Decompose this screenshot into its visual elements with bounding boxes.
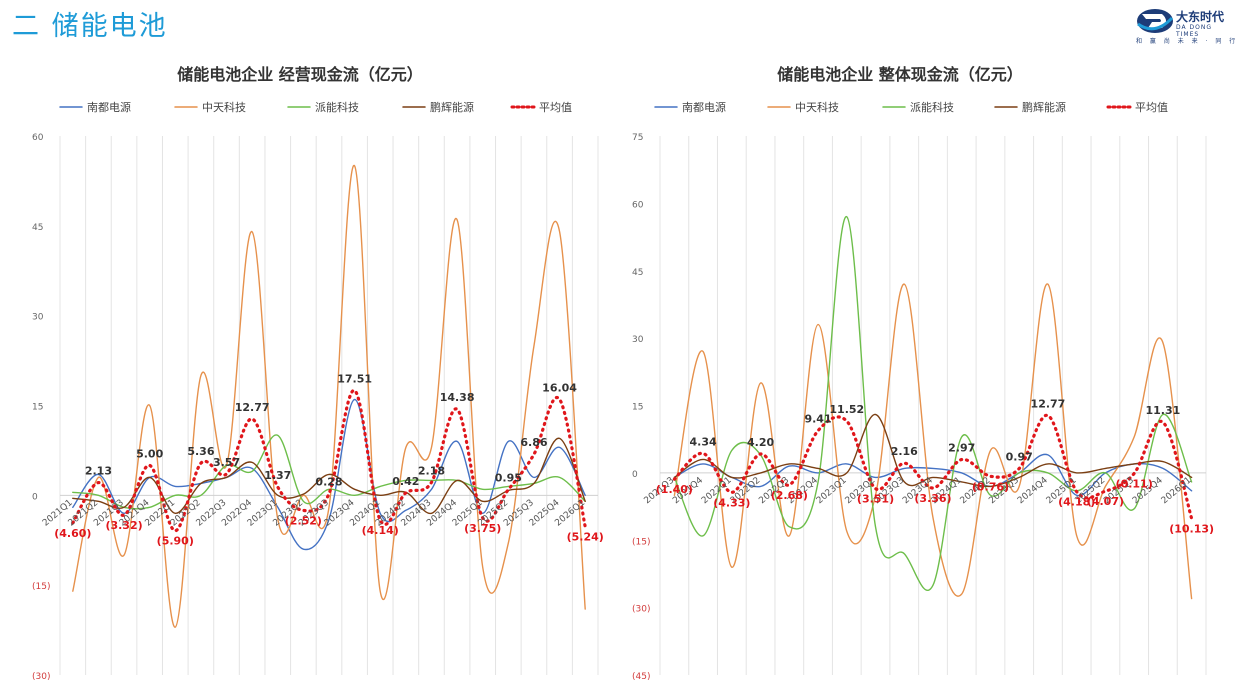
data-label: 17.51 xyxy=(337,372,372,385)
data-label: 6.86 xyxy=(520,436,547,449)
y-tick-label: (45) xyxy=(632,672,650,682)
data-label: (4.07) xyxy=(1087,495,1124,508)
y-tick-label: (15) xyxy=(632,537,650,547)
y-tick-label: (30) xyxy=(632,605,650,615)
legend-label: 派能科技 xyxy=(315,100,359,114)
series-line-鹏辉能源 xyxy=(72,437,586,515)
y-tick-label: 60 xyxy=(32,133,44,143)
data-label: 11.52 xyxy=(829,403,864,416)
y-tick-label: 0 xyxy=(632,470,638,480)
y-tick-label: 60 xyxy=(632,200,644,210)
operating-cashflow-chart: 储能电池企业 经营现金流（亿元） 南都电源 中天科技 派能科技 鹏辉能源 平均值 60 45 3… xyxy=(32,65,604,682)
page-title: 二 储能电池 xyxy=(12,11,168,42)
data-label: (2.52) xyxy=(285,514,322,527)
chart-title: 储能电池企业 整体现金流（亿元） xyxy=(776,65,1023,84)
data-label: (3.32) xyxy=(105,519,142,532)
logo-slogan: 和 赢 尚 未 来 · 同 行 xyxy=(1136,38,1239,45)
data-label: 12.77 xyxy=(235,401,270,414)
data-label: 0.97 xyxy=(1006,451,1033,464)
y-tick-label: 45 xyxy=(32,223,43,233)
data-label: 14.38 xyxy=(440,391,475,404)
legend-label: 中天科技 xyxy=(795,100,839,114)
data-label: (4.14) xyxy=(362,524,399,537)
data-label: 0.28 xyxy=(315,476,342,489)
legend-label: 鹏辉能源 xyxy=(430,100,474,114)
x-tick-label: 2023Q1 xyxy=(815,476,849,507)
data-label: 11.31 xyxy=(1145,404,1180,417)
data-label: 0.95 xyxy=(495,472,522,485)
data-label: (4.18) xyxy=(1058,496,1095,509)
data-label: (0.76) xyxy=(972,480,1009,493)
company-logo: 大东时代 DA DONG TIMES 和 赢 尚 未 来 · 同 行 xyxy=(1136,4,1235,48)
logo-mark-icon xyxy=(1137,9,1174,33)
logo-name: 大东时代 xyxy=(1176,10,1225,24)
data-label: (3.75) xyxy=(464,522,501,535)
y-tick-label: 15 xyxy=(32,403,43,413)
y-tick-label: 30 xyxy=(32,313,44,323)
legend-label: 派能科技 xyxy=(910,100,954,114)
y-tick-label: 15 xyxy=(632,403,643,413)
data-label: 12.77 xyxy=(1031,398,1066,411)
data-label: (4.60) xyxy=(54,527,91,540)
data-label: (3.51) xyxy=(857,493,894,506)
logo-en: DA DONG TIMES xyxy=(1176,24,1213,38)
legend-label: 平均值 xyxy=(1135,101,1168,114)
data-label: 2.18 xyxy=(418,464,445,477)
data-label: 5.00 xyxy=(136,447,163,460)
data-label: 1.37 xyxy=(264,469,291,482)
legend-label: 南都电源 xyxy=(87,100,131,114)
series-line-派能科技 xyxy=(673,216,1193,591)
data-label: 0.42 xyxy=(392,475,419,488)
chart-title: 储能电池企业 经营现金流（亿元） xyxy=(176,65,423,84)
data-label: (3.36) xyxy=(914,492,951,505)
legend-label: 南都电源 xyxy=(682,100,726,114)
data-label: 2.16 xyxy=(891,445,918,458)
total-cashflow-chart: 储能电池企业 整体现金流（亿元） 南都电源 中天科技 派能科技 鹏辉能源 平均值 75 60 4… xyxy=(632,65,1214,682)
data-label: (5.90) xyxy=(157,535,194,548)
y-tick-label: (15) xyxy=(32,582,50,592)
series-line-中天科技 xyxy=(72,165,586,628)
data-label: 2.97 xyxy=(948,442,975,455)
series-line-average xyxy=(71,388,587,533)
data-label: 5.36 xyxy=(187,445,214,458)
data-label: 3.57 xyxy=(213,456,240,469)
data-label: (10.13) xyxy=(1169,522,1214,535)
legend-label: 中天科技 xyxy=(202,100,246,114)
y-tick-label: 30 xyxy=(632,335,644,345)
y-tick-label: (30) xyxy=(32,672,50,682)
legend-label: 鹏辉能源 xyxy=(1022,100,1066,114)
data-label: 16.04 xyxy=(542,381,577,394)
data-label: (4.33) xyxy=(713,496,750,509)
series-line-鹏辉能源 xyxy=(673,413,1193,488)
data-label: (2.68) xyxy=(771,489,808,502)
series-line-中天科技 xyxy=(673,283,1193,600)
data-label: 4.34 xyxy=(690,435,717,448)
data-label: (0.11) xyxy=(1116,477,1153,490)
y-tick-label: 75 xyxy=(632,133,643,143)
data-label: (1.40) xyxy=(656,483,693,496)
y-tick-label: 45 xyxy=(632,268,643,278)
data-label: 9.41 xyxy=(804,413,831,426)
legend-label: 平均值 xyxy=(539,101,572,114)
data-label: (5.24) xyxy=(567,531,604,544)
data-label: 4.20 xyxy=(747,436,774,449)
series-line-average xyxy=(672,413,1194,520)
y-tick-label: 0 xyxy=(32,492,38,502)
data-label: 2.13 xyxy=(85,465,112,478)
series-line-南都电源 xyxy=(72,398,586,551)
